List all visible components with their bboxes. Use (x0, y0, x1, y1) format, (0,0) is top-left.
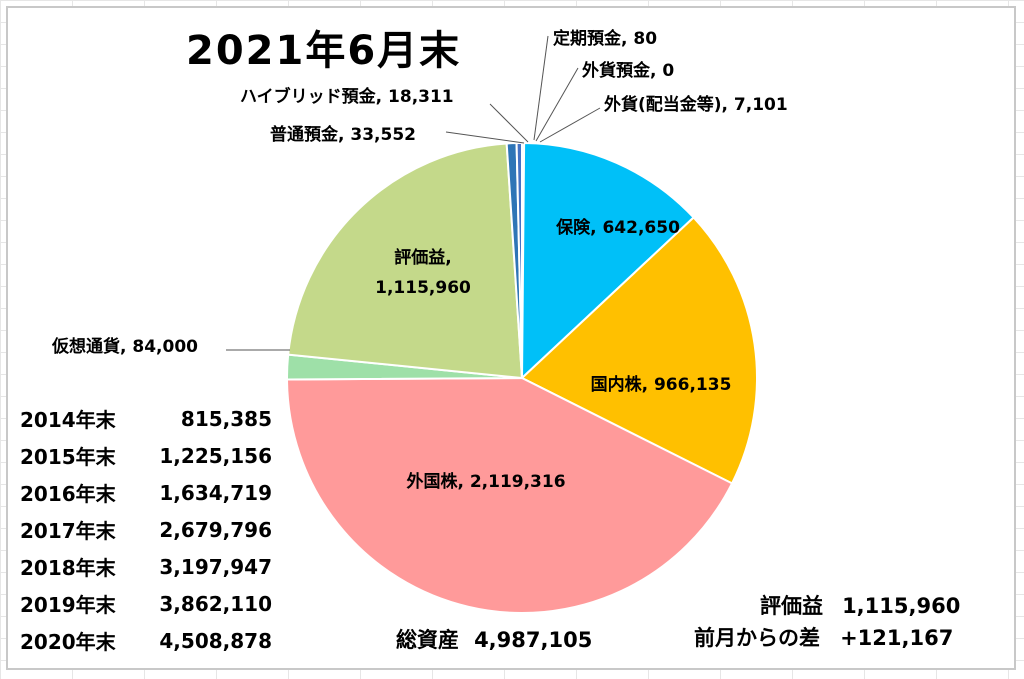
pie-slice-foreign-stocks[interactable] (285, 376, 734, 614)
total-assets: 総資産 4,987,105 (396, 624, 592, 654)
chart-title: 2021年6月末 (186, 28, 462, 74)
history-year: 2018年末 (20, 556, 116, 580)
data-label-crypto: 仮想通貨, 84,000 (51, 336, 198, 357)
data-label-domestic-stocks: 国内株, 966,135 (591, 374, 732, 395)
history-year: 2019年末 (20, 593, 116, 617)
history-row: 2015年末 1,225,156 (20, 437, 272, 474)
history-value: 815,385 (180, 406, 272, 431)
total-assets-value: 4,987,105 (474, 628, 593, 652)
monthly-difference: 前月からの差 +121,167 (694, 622, 953, 652)
pie-slice-valuation-gain[interactable] (287, 142, 524, 380)
history-value: 2,679,796 (159, 517, 272, 542)
data-label-time-deposit: 定期預金, 80 (553, 28, 657, 49)
history-value: 1,634,719 (159, 480, 272, 505)
history-year: 2016年末 (20, 482, 116, 506)
history-year: 2020年末 (20, 630, 116, 654)
history-year: 2017年末 (20, 519, 116, 543)
leader-line (535, 67, 579, 142)
history-row: 2016年末 1,634,719 (20, 474, 272, 511)
history-year: 2015年末 (20, 445, 116, 469)
leader-line (489, 103, 529, 143)
history-value: 1,225,156 (159, 443, 272, 468)
monthly-difference-value: +121,167 (840, 626, 954, 650)
data-label-hybrid-deposit: ハイブリッド預金, 18,311 (240, 86, 454, 107)
data-label-insurance: 保険, 642,650 (555, 217, 680, 238)
valuation-gain: 評価益 1,115,960 (760, 590, 960, 620)
data-label-savings-deposit: 普通預金, 33,552 (270, 124, 416, 145)
history-value: 3,197,947 (159, 554, 272, 579)
history-row: 2017年末 2,679,796 (20, 511, 272, 548)
leader-line (533, 35, 549, 141)
valuation-gain-label: 評価益 (760, 594, 823, 618)
pie-slice-domestic-stocks[interactable] (520, 216, 758, 485)
valuation-gain-value: 1,115,960 (842, 594, 961, 618)
history-value: 4,508,878 (159, 628, 272, 653)
history-row: 2019年末 3,862,110 (20, 585, 272, 622)
leader-line (445, 131, 525, 144)
history-row: 2014年末 815,385 (20, 400, 272, 437)
data-label-foreign-currency-deposit: 外貨預金, 0 (582, 60, 674, 81)
history-list: 2014年末 815,385 2015年末 1,225,156 2016年末 1… (20, 400, 272, 659)
history-row: 2020年末 4,508,878 (20, 622, 272, 659)
pie-slice-insurance[interactable] (520, 142, 696, 381)
total-assets-label: 総資産 (396, 628, 459, 652)
monthly-difference-label: 前月からの差 (694, 626, 820, 650)
data-label-foreign-stocks: 外国株, 2,119,316 (406, 471, 565, 492)
history-row: 2018年末 3,197,947 (20, 548, 272, 585)
leader-line (539, 107, 601, 143)
data-label-valuation-gain: 評価益, 1,115,960 (375, 247, 471, 298)
data-label-foreign-currency-dividends: 外貨(配当金等), 7,101 (604, 94, 788, 115)
history-year: 2014年末 (20, 408, 116, 432)
history-value: 3,862,110 (159, 591, 272, 616)
